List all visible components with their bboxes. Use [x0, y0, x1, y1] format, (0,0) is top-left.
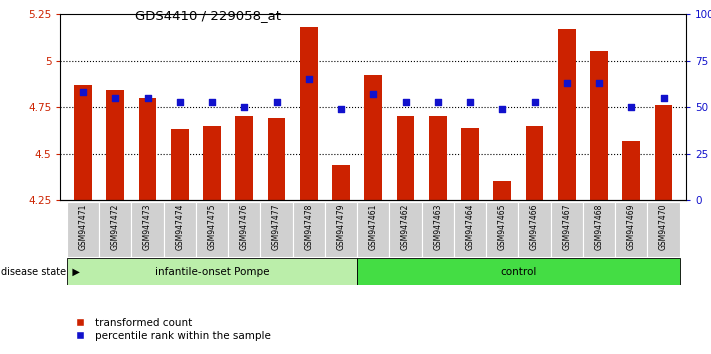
Text: GSM947475: GSM947475 [208, 204, 217, 250]
Bar [139, 98, 156, 200]
Point [626, 104, 637, 110]
Bar [332, 165, 350, 200]
Point [271, 99, 282, 104]
Point [336, 106, 347, 112]
Legend: transformed count, percentile rank within the sample: transformed count, percentile rank withi… [65, 314, 275, 345]
Bar [486, 202, 518, 257]
Text: GSM947466: GSM947466 [530, 204, 539, 250]
Bar [293, 202, 325, 257]
Text: GSM947478: GSM947478 [304, 204, 314, 250]
Bar [422, 202, 454, 257]
Text: GSM947468: GSM947468 [594, 204, 604, 250]
Bar [583, 202, 615, 257]
Point [464, 99, 476, 104]
Bar [558, 29, 576, 200]
Bar [228, 202, 260, 257]
Text: infantile-onset Pompe: infantile-onset Pompe [155, 267, 269, 277]
Text: GSM947464: GSM947464 [466, 204, 474, 250]
Bar [67, 258, 357, 285]
Point [109, 95, 121, 101]
Bar [397, 116, 415, 200]
Bar [429, 116, 447, 200]
Bar [74, 85, 92, 200]
Bar [357, 202, 390, 257]
Point [400, 99, 411, 104]
Text: GSM947472: GSM947472 [111, 204, 119, 250]
Text: GSM947461: GSM947461 [369, 204, 378, 250]
Text: disease state  ▶: disease state ▶ [1, 267, 80, 277]
Point [496, 106, 508, 112]
Text: GSM947479: GSM947479 [336, 204, 346, 250]
Bar [357, 258, 680, 285]
Text: GSM947474: GSM947474 [176, 204, 184, 250]
Bar [493, 182, 511, 200]
Bar [107, 90, 124, 200]
Bar [267, 118, 285, 200]
Point [303, 76, 314, 82]
Bar [203, 126, 221, 200]
Bar [365, 75, 382, 200]
Text: GSM947462: GSM947462 [401, 204, 410, 250]
Text: GSM947470: GSM947470 [659, 204, 668, 250]
Bar [655, 105, 673, 200]
Bar [461, 127, 479, 200]
Point [529, 99, 540, 104]
Bar [300, 27, 318, 200]
Bar [622, 141, 640, 200]
Text: control: control [501, 267, 537, 277]
Bar [171, 130, 188, 200]
Bar [454, 202, 486, 257]
Bar [235, 116, 253, 200]
Text: GSM947469: GSM947469 [627, 204, 636, 250]
Point [206, 99, 218, 104]
Bar [550, 202, 583, 257]
Bar [99, 202, 132, 257]
Point [141, 95, 153, 101]
Text: GSM947467: GSM947467 [562, 204, 571, 250]
Bar [518, 202, 550, 257]
Text: GSM947471: GSM947471 [78, 204, 87, 250]
Point [594, 80, 605, 86]
Bar [615, 202, 648, 257]
Point [239, 104, 250, 110]
Point [77, 89, 89, 95]
Point [368, 91, 379, 97]
Bar [525, 126, 543, 200]
Point [174, 99, 186, 104]
Text: GSM947463: GSM947463 [433, 204, 442, 250]
Bar [196, 202, 228, 257]
Bar [164, 202, 196, 257]
Bar [132, 202, 164, 257]
Bar [648, 202, 680, 257]
Text: GSM947473: GSM947473 [143, 204, 152, 250]
Text: GSM947476: GSM947476 [240, 204, 249, 250]
Point [658, 95, 669, 101]
Bar [260, 202, 293, 257]
Bar [390, 202, 422, 257]
Bar [325, 202, 357, 257]
Bar [590, 51, 608, 200]
Text: GSM947477: GSM947477 [272, 204, 281, 250]
Point [561, 80, 572, 86]
Point [432, 99, 444, 104]
Text: GDS4410 / 229058_at: GDS4410 / 229058_at [135, 9, 281, 22]
Bar [67, 202, 99, 257]
Text: GSM947465: GSM947465 [498, 204, 507, 250]
